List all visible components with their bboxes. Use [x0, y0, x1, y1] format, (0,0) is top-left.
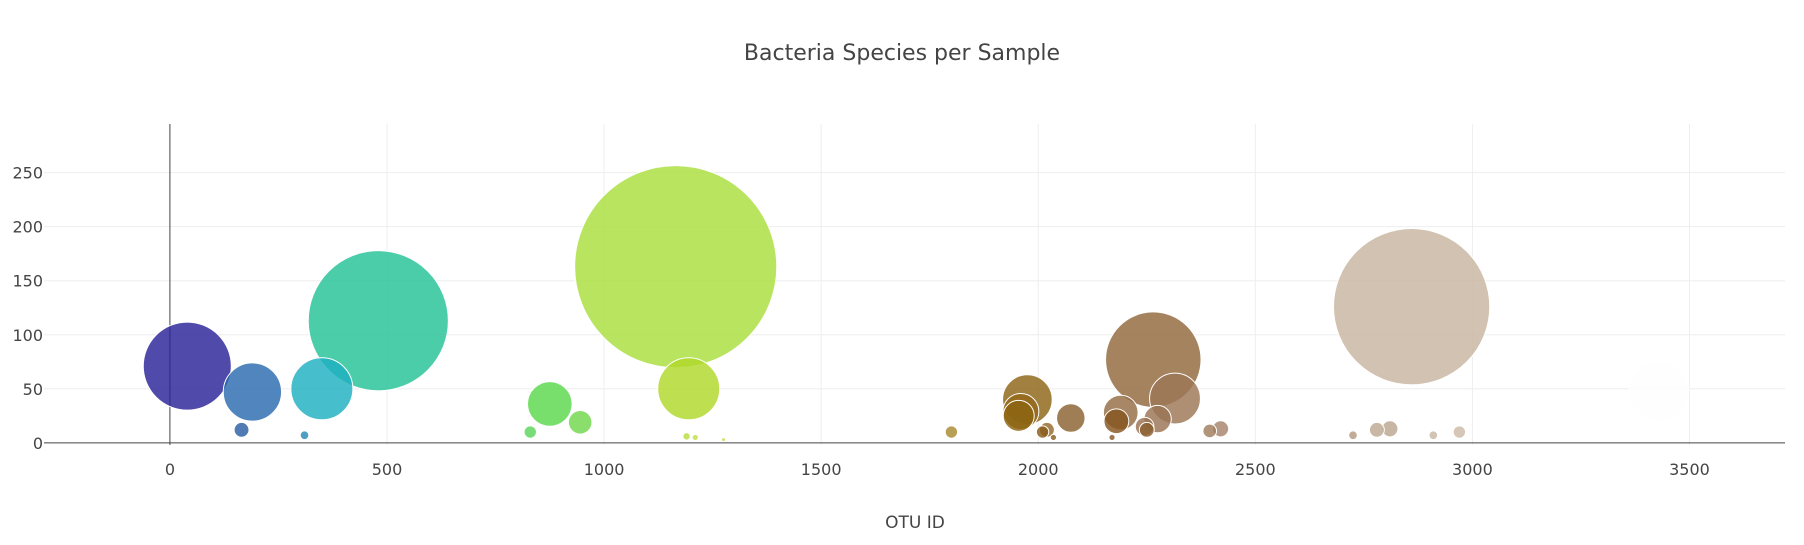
- x-tick-label: 500: [372, 460, 403, 479]
- y-tick-label: 100: [12, 326, 43, 345]
- bubble-point[interactable]: [222, 362, 283, 422]
- bubble-point[interactable]: [1202, 423, 1218, 439]
- tick-label-layer: 0 500 1000 1500 2000 2500 3000 3500 0 50 100 150 200…: [12, 164, 1709, 479]
- x-tick-label: 2500: [1235, 460, 1276, 479]
- bubble-point[interactable]: [1368, 421, 1385, 438]
- bubble-point[interactable]: [1002, 399, 1035, 432]
- bubble-point[interactable]: [1452, 425, 1467, 439]
- bubble-point[interactable]: [1348, 430, 1358, 441]
- bubble-point[interactable]: [574, 165, 778, 369]
- x-tick-label: 0: [165, 460, 175, 479]
- bubble-point[interactable]: [299, 430, 310, 441]
- bubble-point[interactable]: [1628, 360, 1690, 422]
- x-axis-title: OTU ID: [885, 513, 945, 533]
- y-tick-label: 200: [12, 218, 43, 237]
- bubble-point[interactable]: [142, 321, 232, 411]
- bubble-point[interactable]: [944, 425, 959, 439]
- x-tick-label: 1500: [801, 460, 842, 479]
- y-tick-label: 150: [12, 272, 43, 291]
- x-tick-label: 3500: [1669, 460, 1710, 479]
- chart-title: Bacteria Species per Sample: [744, 41, 1060, 66]
- x-tick-label: 3000: [1452, 460, 1493, 479]
- bubble-point[interactable]: [526, 381, 573, 427]
- bubble-point[interactable]: [1108, 433, 1116, 442]
- bubble-point[interactable]: [1428, 430, 1439, 441]
- bubble-point[interactable]: [691, 433, 699, 442]
- bubble-point[interactable]: [657, 357, 721, 421]
- y-tick-label: 0: [33, 434, 43, 453]
- bubble-point[interactable]: [1332, 228, 1491, 386]
- bubble-point[interactable]: [307, 250, 449, 392]
- bubble-point[interactable]: [1035, 425, 1050, 439]
- bubble-point[interactable]: [290, 357, 354, 421]
- bubble-point[interactable]: [720, 437, 726, 443]
- y-tick-label: 50: [23, 380, 43, 399]
- bubble-point[interactable]: [1138, 421, 1155, 438]
- bubble-point[interactable]: [233, 421, 250, 438]
- bubble-point[interactable]: [1103, 408, 1130, 435]
- bubble-layer: [142, 165, 1690, 443]
- bubble-point[interactable]: [1049, 433, 1058, 442]
- x-tick-label: 1000: [584, 460, 625, 479]
- x-tick-label: 2000: [1018, 460, 1059, 479]
- bubble-point[interactable]: [1056, 403, 1086, 433]
- bubble-point[interactable]: [567, 410, 593, 435]
- y-tick-label: 250: [12, 164, 43, 183]
- bubble-point[interactable]: [523, 425, 537, 439]
- bubble-point[interactable]: [682, 432, 691, 441]
